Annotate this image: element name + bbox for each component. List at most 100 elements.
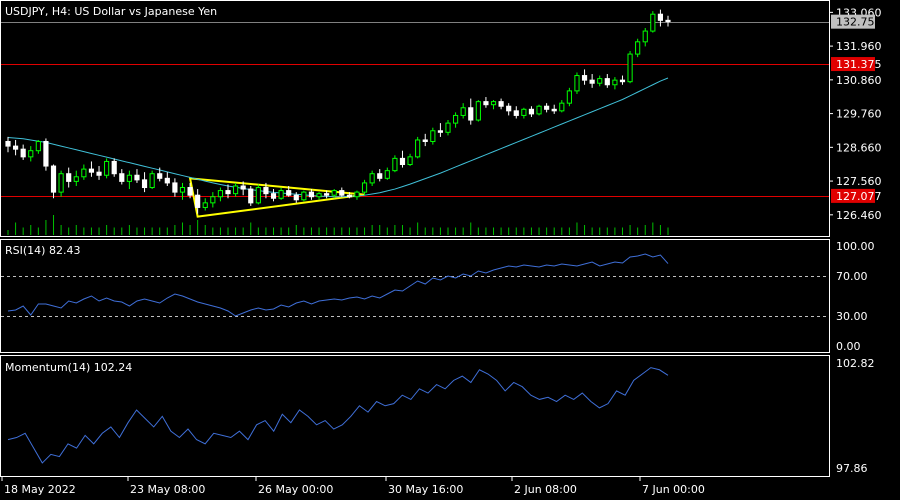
candle bbox=[187, 182, 193, 199]
momentum-panel-frame bbox=[0, 355, 830, 477]
time-tick-label: 23 May 08:00 bbox=[130, 483, 205, 496]
time-tick-label: 26 May 00:00 bbox=[258, 483, 333, 496]
candle-body bbox=[460, 107, 466, 116]
hline-price-tag: 127.077 bbox=[836, 190, 882, 203]
candle-body bbox=[574, 75, 580, 92]
candle bbox=[217, 187, 224, 202]
candle bbox=[468, 98, 474, 125]
candle-body bbox=[627, 53, 633, 83]
candle-body bbox=[422, 139, 428, 143]
candle-body bbox=[635, 41, 641, 55]
rsi-tick-label: 100.00 bbox=[836, 240, 875, 253]
price-panel-frame bbox=[0, 0, 830, 237]
candle bbox=[559, 100, 565, 113]
candle-body bbox=[597, 78, 603, 84]
candle-body bbox=[58, 173, 64, 193]
momentum-panel[interactable] bbox=[7, 367, 669, 464]
candle-body bbox=[642, 30, 648, 43]
momentum-tick-label: 102.82 bbox=[836, 357, 875, 370]
candle bbox=[619, 75, 626, 85]
hline-price-tag: 131.375 bbox=[836, 58, 882, 71]
candle-body bbox=[13, 145, 19, 150]
axes: 133.060131.960130.860129.760128.660127.5… bbox=[1, 6, 882, 496]
candle bbox=[293, 192, 299, 203]
candle bbox=[536, 104, 542, 116]
candle-body bbox=[528, 108, 535, 115]
candle-body bbox=[20, 148, 26, 158]
candle bbox=[475, 100, 481, 122]
candle bbox=[324, 190, 330, 199]
rsi-panel[interactable] bbox=[1, 253, 829, 317]
candle-body bbox=[361, 182, 368, 193]
candle-body bbox=[179, 187, 186, 193]
candle-body bbox=[498, 101, 504, 107]
candle-body bbox=[544, 105, 550, 110]
candle-body bbox=[468, 107, 474, 121]
candle-body bbox=[506, 105, 512, 112]
candle-body bbox=[104, 160, 110, 176]
rsi-tick-label: 70.00 bbox=[836, 270, 868, 283]
candle bbox=[104, 158, 110, 179]
candle bbox=[28, 146, 34, 162]
candle bbox=[20, 144, 26, 160]
candle bbox=[392, 155, 398, 173]
candle bbox=[407, 153, 413, 167]
candle-body bbox=[384, 170, 390, 179]
candle-body bbox=[392, 157, 398, 172]
candle-body bbox=[559, 102, 565, 112]
candle-body bbox=[437, 130, 443, 133]
candle bbox=[195, 189, 201, 214]
candle bbox=[460, 103, 466, 119]
hline-price-tag-bg bbox=[831, 57, 875, 72]
candle-body bbox=[66, 173, 72, 182]
hline-price-tag-bg bbox=[831, 188, 875, 203]
candle bbox=[361, 179, 368, 196]
candle-body bbox=[217, 190, 224, 198]
candle bbox=[657, 9, 663, 27]
candle-body bbox=[339, 190, 345, 196]
candle-body bbox=[81, 168, 87, 178]
candle-body bbox=[28, 150, 34, 158]
candle-body bbox=[316, 193, 322, 198]
price-tick-label: 128.660 bbox=[836, 141, 882, 154]
candle-body bbox=[248, 188, 254, 204]
current-price-tag: 132.757 bbox=[836, 16, 882, 29]
candle-body bbox=[126, 174, 132, 182]
candle-body bbox=[141, 179, 148, 189]
candle bbox=[308, 189, 315, 200]
candle-body bbox=[650, 13, 656, 32]
candle-body bbox=[5, 141, 11, 147]
price-tick-label: 129.760 bbox=[836, 108, 882, 121]
candle-body bbox=[301, 191, 307, 201]
candle bbox=[483, 97, 489, 108]
candle bbox=[81, 164, 87, 180]
candle-body bbox=[202, 202, 208, 208]
price-panel[interactable] bbox=[1, 9, 829, 235]
candle-body bbox=[164, 177, 170, 184]
candle-body bbox=[551, 108, 557, 112]
candle bbox=[513, 106, 519, 119]
candle-body bbox=[270, 193, 277, 199]
candle bbox=[88, 161, 95, 177]
candle bbox=[255, 184, 261, 205]
candle bbox=[316, 192, 322, 200]
candle-body bbox=[354, 191, 360, 198]
candle-body bbox=[187, 187, 193, 196]
candle bbox=[612, 77, 618, 90]
candle bbox=[604, 74, 610, 88]
candle-body bbox=[263, 187, 269, 195]
candle bbox=[66, 167, 72, 188]
triangle-pattern[interactable] bbox=[188, 177, 365, 218]
rsi-line bbox=[7, 253, 669, 317]
candle-body bbox=[566, 90, 572, 104]
candle bbox=[551, 104, 557, 114]
rsi-panel-frame bbox=[0, 239, 830, 353]
candle bbox=[225, 184, 231, 199]
candle bbox=[119, 169, 125, 185]
time-tick-label: 30 May 16:00 bbox=[388, 483, 463, 496]
candle-body bbox=[149, 173, 155, 189]
candle bbox=[5, 136, 11, 153]
rsi-tick-label: 0.00 bbox=[836, 340, 861, 353]
candle bbox=[597, 75, 603, 87]
